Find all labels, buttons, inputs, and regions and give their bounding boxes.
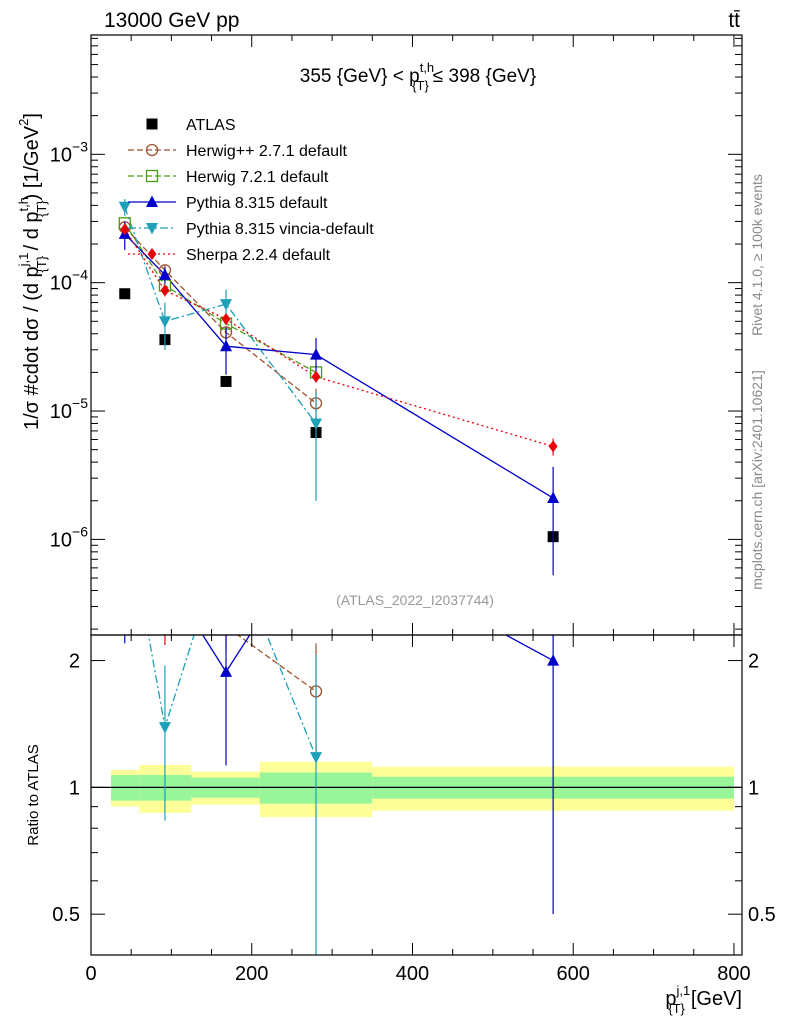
line-herwig-7-2-1-default (124, 222, 317, 373)
xlabel-sub: {T} (668, 1001, 685, 1016)
legend-marker-atlas (146, 118, 158, 130)
line-pythia-8-315-vincia-default (124, 206, 317, 424)
ratio-uncertainty-bands (91, 761, 742, 818)
ratio-line-pythia-8-315-vincia-default (147, 635, 317, 758)
ratio-point-pythia-8-315-default-4 (547, 654, 560, 666)
ratio-point-pythia-8-315-vincia-default-1 (158, 722, 171, 734)
ylabel-sub1: {T} (34, 255, 49, 272)
x-tick-label-600: 600 (557, 963, 590, 985)
point-sherpa-2-2-4-default-1 (160, 284, 170, 297)
ratio-tick-label-left-2: 2 (69, 651, 80, 673)
ratio-tick-label-left-1: 1 (69, 777, 80, 799)
point-pythia-8-315-default-3 (310, 348, 323, 360)
legend-label-sherpa-2-2-4-default: Sherpa 2.2.4 default (186, 247, 331, 264)
xlabel-sup: j,1 (676, 983, 691, 998)
title-sup: t,h (420, 60, 434, 75)
xlabel-unit: [GeV] (691, 988, 742, 1010)
x-tick-label-400: 400 (396, 963, 429, 985)
axes-ticks (90, 35, 742, 956)
point-sherpa-2-2-4-default-4 (548, 440, 558, 453)
point-sherpa-2-2-4-default-3 (311, 370, 321, 383)
y-tick-base: 10 (50, 529, 72, 551)
xlabel-p: p (665, 988, 676, 1010)
point-pythia-8-315-vincia-default-0 (118, 201, 131, 214)
ratio-tick-label-left-0.5: 0.5 (52, 904, 80, 926)
title-post: ≤ 398 {GeV} (433, 66, 536, 87)
chart-title: 355 {GeV} < pt,h {T} ≤ 398 {GeV} (300, 60, 536, 93)
point-pythia-8-315-default-1 (158, 268, 171, 280)
point-pythia-8-315-vincia-default-1 (158, 316, 171, 328)
ylabel-sub2: {T} (34, 200, 49, 217)
title-pre: 355 {GeV} < p (300, 66, 420, 87)
y-tick-label--4: 10−4 (50, 267, 88, 295)
y-tick-label--5: 10−5 (50, 395, 88, 423)
y-tick-label--3: 10−3 (50, 138, 88, 166)
legend-label-pythia-8-315-vincia-default: Pythia 8.315 vincia-default (186, 221, 374, 238)
legend-marker-sherpa-2-2-4-default (147, 248, 157, 260)
legend: ATLAS Herwig++ 2.7.1 default Herwig 7.2.1 … (128, 117, 374, 264)
x-tick-label-200: 200 (235, 963, 268, 985)
line-pythia-8-315-default (124, 233, 554, 499)
ylabel-sup1: j,1 (16, 253, 31, 268)
line-herwig-2-7-1-default (124, 226, 317, 404)
ratio-line-herwig-7-2-1-default (125, 556, 316, 610)
legend-label-pythia-8-315-default: Pythia 8.315 default (186, 195, 328, 212)
ratio-tick-label-right-0.5: 0.5 (748, 904, 776, 926)
ylabel-sup2: t,h (16, 197, 31, 211)
y-tick-base: 10 (50, 144, 72, 166)
point-atlas-2 (220, 375, 232, 387)
y-tick-label--6: 10−6 (50, 523, 88, 551)
main-series-markers (118, 199, 560, 576)
legend-marker-pythia-8-315-default (146, 195, 158, 207)
ratio-series-markers (124, 635, 560, 955)
ylabel-sup3: 2 (16, 119, 31, 126)
point-sherpa-2-2-4-default-2 (221, 313, 231, 326)
header-left: 13000 GeV pp (104, 9, 239, 32)
point-pythia-8-315-default-4 (547, 491, 560, 504)
y-tick-base: 10 (50, 401, 72, 423)
ratio-lines (125, 556, 554, 758)
ratio-tick-label-right-2: 2 (748, 651, 759, 673)
point-pythia-8-315-default-2 (220, 339, 233, 352)
ratio-line-herwig-2-7-1-default (236, 635, 317, 692)
analysis-label: (ATLAS_2022_I2037744) (336, 592, 494, 608)
point-pythia-8-315-vincia-default-2 (220, 299, 233, 311)
y-tick-base: 10 (50, 273, 72, 295)
y-tick-exp: −5 (72, 395, 88, 411)
legend-marker-herwig-7-2-1-default (145, 169, 159, 183)
ylabel-c: ) [1/GeV (21, 125, 43, 200)
x-axis-label: pj,1 {T} [GeV] (665, 983, 742, 1016)
x-tick-label-800: 800 (717, 963, 750, 985)
point-atlas-0 (119, 288, 131, 300)
legend-label-herwig-2-7-1-default: Herwig++ 2.7.1 default (186, 143, 348, 160)
y-axis-label: 1/σ #cdot dσ / (d pj,1 {T} / d pt,h {T}) [… (16, 113, 49, 430)
point-pythia-8-315-vincia-default-3 (310, 418, 323, 430)
legend-marker-pythia-8-315-vincia-default (146, 223, 158, 235)
y-tick-exp: −4 (72, 267, 88, 283)
ylabel-a: 1/σ #cdot dσ / (d p (21, 266, 43, 430)
legend-label-atlas: ATLAS (186, 117, 236, 134)
y-tick-exp: −3 (72, 138, 88, 154)
title-sub: {T} (412, 78, 429, 93)
ratio-y-label: Ratio to ATLAS (25, 744, 42, 845)
ratio-point-pythia-8-315-default-2 (220, 665, 233, 677)
ratio-tick-label-right-1: 1 (748, 777, 759, 799)
ratio-point-pythia-8-315-vincia-default-3 (310, 752, 323, 764)
legend-label-herwig-7-2-1-default: Herwig 7.2.1 default (186, 169, 329, 186)
legend-marker-herwig-2-7-1-default (145, 143, 159, 157)
header-right: tt̄ (728, 9, 740, 32)
ratio-frame (90, 634, 743, 956)
ylabel-d: ] (21, 113, 43, 119)
point-sherpa-2-2-4-default-0 (120, 223, 130, 236)
y-tick-exp: −6 (72, 523, 88, 539)
mcplots-label: mcplots.cern.ch [arXiv:2401.10621] (749, 370, 765, 589)
ylabel-b: / d p (21, 211, 43, 255)
rivet-label: Rivet 4.1.0, ≥ 100k events (749, 174, 765, 336)
x-tick-label-0: 0 (85, 963, 96, 985)
